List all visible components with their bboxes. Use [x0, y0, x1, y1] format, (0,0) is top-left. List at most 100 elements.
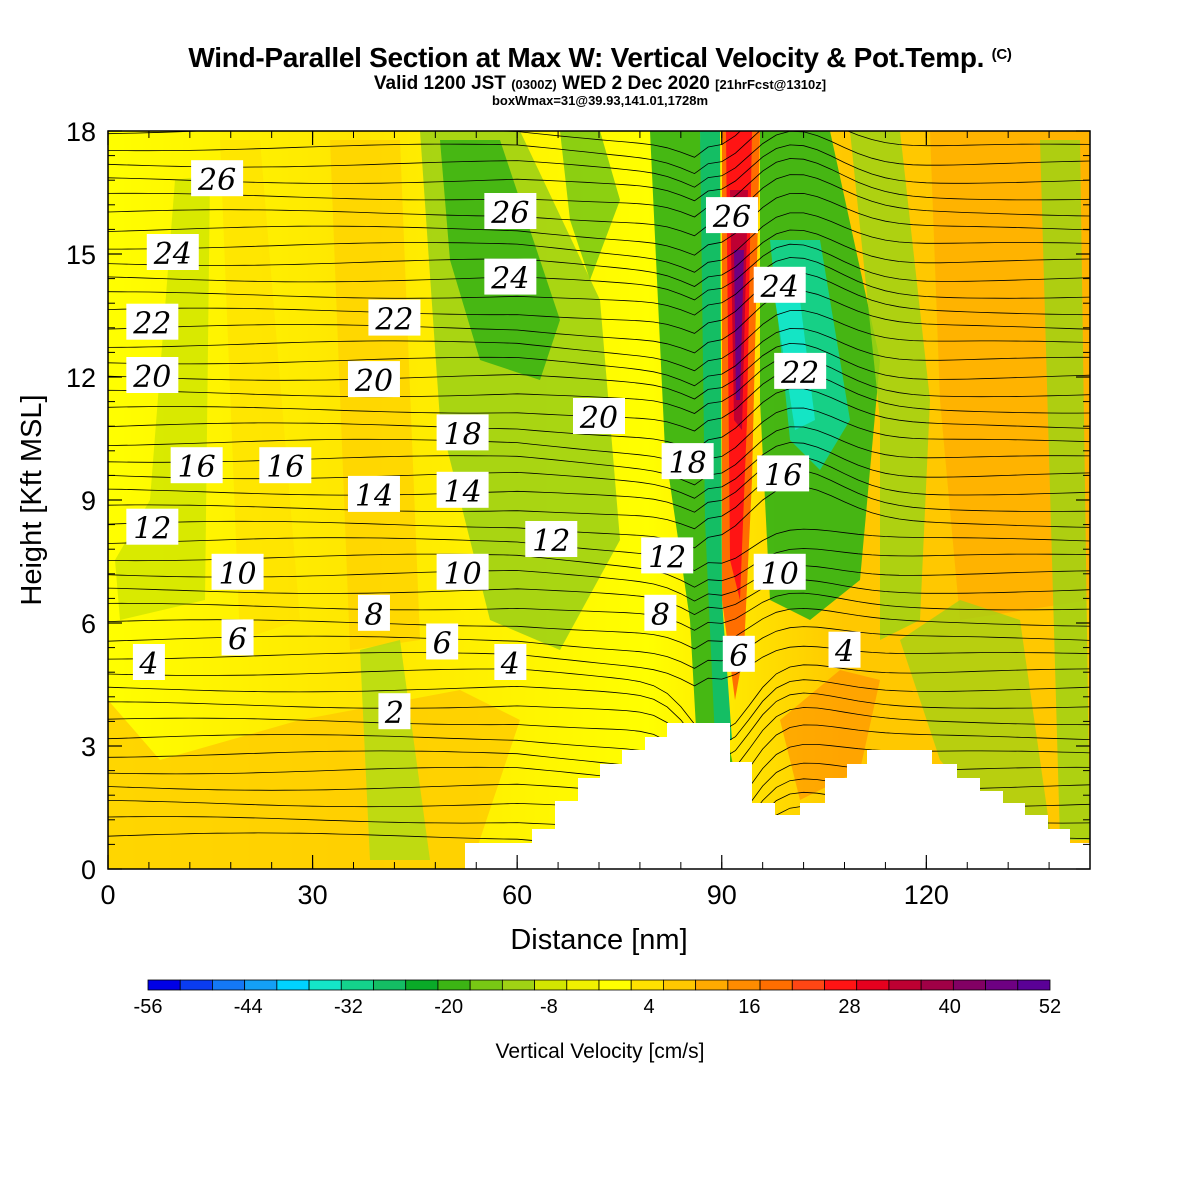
theta-contour-line [108, 579, 1090, 616]
contour-label-text: 6 [228, 622, 247, 657]
contour-label-text: 10 [444, 557, 482, 592]
contour-label-text: 2 [384, 696, 404, 731]
contour-label-box [573, 398, 625, 434]
colorbar-swatch [212, 979, 246, 991]
theta-contour-line [108, 144, 1090, 202]
contour-label-text: 14 [444, 475, 482, 510]
colorbar-swatch [276, 979, 310, 991]
contour-label-box [347, 361, 400, 398]
contour-label-text: 20 [579, 401, 618, 436]
contour-label-text: 16 [266, 450, 304, 485]
contour-label-text: 20 [132, 360, 171, 395]
contour-label: 16 [757, 455, 810, 493]
band-downdraft-core-west [700, 131, 732, 740]
colorbar-swatch [630, 979, 664, 991]
theta-contour-line [108, 328, 1090, 387]
contour-label: 24 [484, 258, 537, 297]
contour-label-text: 18 [669, 446, 707, 481]
contour-label: 6 [426, 623, 459, 662]
colorbar-tick-label: -56 [134, 996, 163, 1018]
theta-contour-line [108, 131, 1090, 188]
x-tick-label: 90 [707, 880, 737, 910]
colorbar-swatch [759, 979, 793, 991]
contour-label-box [644, 594, 677, 631]
colorbar-swatch [920, 979, 954, 991]
contour-label-text: 22 [132, 307, 171, 342]
contour-label-text: 24 [153, 237, 192, 272]
contour-label-text: 6 [729, 639, 748, 674]
x-axis: 0 30 60 90 120 [100, 131, 1091, 910]
contour-label: 4 [828, 631, 861, 670]
theta-contour-line [108, 607, 1090, 650]
contour-label-text: 26 [712, 200, 751, 235]
contour-label: 6 [722, 635, 755, 674]
contour-label-text: 12 [648, 540, 686, 575]
colorbar-swatch [566, 979, 600, 991]
contour-label-box [641, 537, 694, 574]
theta-contour-line [108, 724, 1090, 796]
contour-label: 12 [126, 508, 179, 547]
band-green-low [360, 640, 430, 860]
contour-label-box [211, 553, 264, 590]
contour-label-box [357, 594, 390, 631]
contour-label-box [368, 299, 421, 336]
y-tick-label: 12 [66, 363, 96, 393]
contour-label-text: 10 [761, 557, 799, 592]
theta-contour-line [108, 388, 1090, 451]
theta-contour-line [108, 174, 1090, 237]
contour-label: 14 [347, 475, 400, 514]
band-green-low-east [900, 600, 1050, 840]
theta-contour-line [108, 158, 1090, 218]
colorbar-tick-label: -20 [434, 996, 463, 1018]
contour-label-box [170, 447, 223, 484]
contour-label: 6 [221, 619, 254, 657]
terrain [465, 723, 1090, 869]
contour-label-box [753, 266, 806, 303]
contour-label: 22 [126, 303, 179, 342]
x-tick-label: 120 [904, 880, 949, 910]
contour-label-box [661, 443, 714, 480]
colorbar-swatch [888, 979, 922, 991]
y-tick-label: 9 [81, 486, 96, 516]
y-tick-label: 3 [81, 732, 96, 762]
theta-contour-line [108, 528, 1090, 572]
contour-label-box [722, 635, 755, 672]
y-tick-label: 18 [66, 117, 96, 147]
contour-label-box [426, 623, 459, 660]
contour-label-box [484, 193, 537, 229]
theta-contour-line [108, 664, 1090, 732]
valid-date: WED 2 Dec 2020 [562, 73, 710, 94]
y-tick-label: 6 [81, 609, 96, 639]
contour-label: 10 [211, 553, 264, 592]
contour-label-text: 20 [354, 364, 393, 399]
contour-label-box [259, 447, 312, 484]
x-tick-label: 60 [502, 880, 532, 910]
colorbar-swatch [147, 979, 181, 991]
colorbar-swatch [179, 979, 213, 991]
contour-label-box [191, 160, 244, 197]
band-green-far-east [850, 131, 930, 640]
vertical-velocity-field [108, 131, 1090, 869]
colorbar-swatch [856, 979, 890, 991]
contour-label-box [132, 644, 165, 680]
contour-label-text: 8 [364, 598, 383, 633]
contour-label-text: 16 [764, 458, 802, 493]
colorbar-swatch [791, 979, 825, 991]
theta-contour-line [108, 565, 1090, 602]
contour-label: 20 [347, 361, 400, 399]
contour-label-text: 4 [138, 647, 158, 682]
theta-contour-line [108, 212, 1090, 273]
theta-contour-line [108, 645, 1090, 687]
valid-prefix: Valid 1200 JST [373, 73, 506, 94]
y-axis-label: Height [Kft MSL] [16, 394, 48, 605]
theta-contour-line [108, 342, 1090, 400]
terrain-mask [465, 723, 1090, 869]
contour-label-text: 4 [834, 635, 854, 670]
contour-label-box [436, 553, 489, 590]
contour-label: 16 [170, 447, 223, 485]
theta-contour-line [108, 243, 1090, 301]
theta-contour-line [108, 469, 1090, 530]
band-green-upper [560, 131, 620, 280]
